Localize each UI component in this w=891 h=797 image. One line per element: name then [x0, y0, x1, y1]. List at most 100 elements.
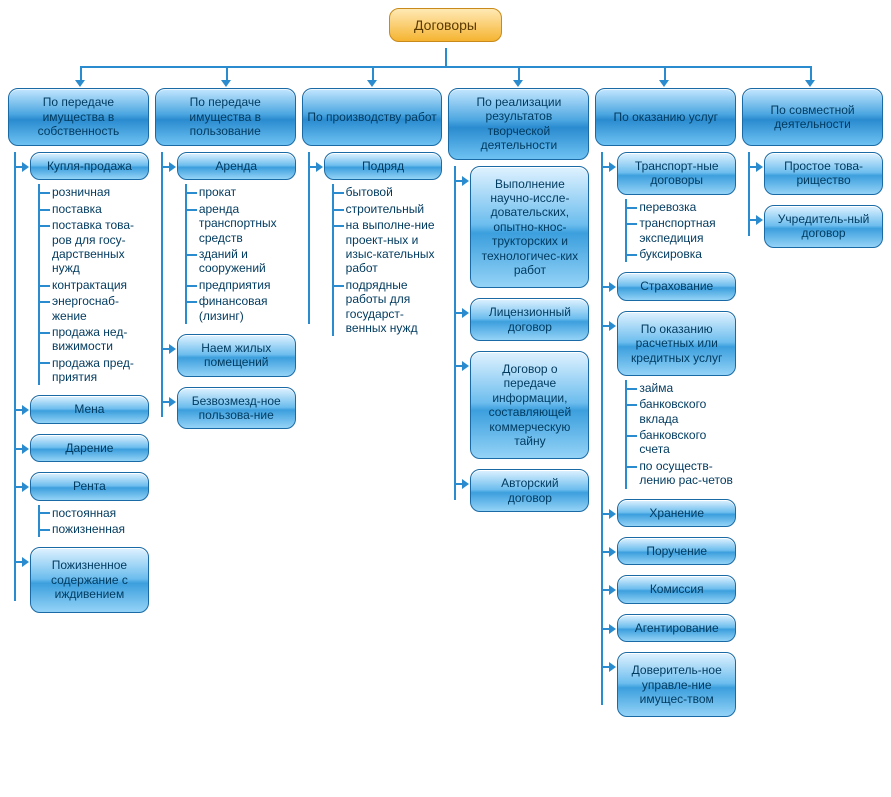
sub-item: подрядные работы для государст-венных ну… [334, 277, 443, 337]
child-entry: Аренда прокатаренда транспортных средствз… [155, 152, 296, 324]
child-node: Аренда [177, 152, 296, 180]
arrow-icon [609, 585, 616, 595]
arrow-icon [169, 397, 176, 407]
arrow-icon [609, 662, 616, 672]
child-node: Комиссия [617, 575, 736, 603]
child-node: По оказанию расчетных или кредитных услу… [617, 311, 736, 376]
child-track: Купля-продажа розничнаяпоставкапоставка т… [8, 152, 149, 613]
arrow-icon [22, 482, 29, 492]
child-track: Простое това-рищество Учредитель-ный дого… [742, 152, 883, 248]
category-node: По передаче имущества в пользование [155, 88, 296, 146]
category-node: По совместной деятельности [742, 88, 883, 146]
arrow-icon [609, 547, 616, 557]
category-node: По реализации результатов творческой дея… [448, 88, 589, 160]
child-entry: Дарение [8, 434, 149, 462]
sub-item-list: постояннаяпожизненная [38, 505, 149, 538]
sub-item: энергоснаб-жение [40, 293, 149, 324]
child-node: Страхование [617, 272, 736, 300]
sub-item: по осуществ-лению рас-четов [627, 458, 736, 489]
arrow-icon [22, 405, 29, 415]
arrow-icon [316, 162, 323, 172]
root-node: Договоры [389, 8, 502, 42]
child-entry: Агентирование [595, 614, 736, 642]
child-entry: Лицензионный договор [448, 298, 589, 341]
child-node: Агентирование [617, 614, 736, 642]
child-node: Выполнение научно-иссле-довательских, оп… [470, 166, 589, 289]
arrow-icon [22, 444, 29, 454]
sub-item-list: бытовойстроительныйна выполне-ние проект… [332, 184, 443, 336]
child-entry: Хранение [595, 499, 736, 527]
sub-item: поставка [40, 201, 149, 217]
category-node: По производству работ [302, 88, 443, 146]
child-node: Авторский договор [470, 469, 589, 512]
sub-item: контрактация [40, 277, 149, 293]
sub-item-list: займабанковского вкладабанковского счета… [625, 380, 736, 489]
sub-item: поставка това-ров для госу-дарственных н… [40, 217, 149, 277]
child-entry: Подрядбытовойстроительныйна выполне-ние … [302, 152, 443, 336]
category-column: По передаче имущества в собственность Куп… [8, 88, 149, 623]
arrow-icon [462, 479, 469, 489]
sub-item: банковского вклада [627, 396, 736, 427]
sub-item: бытовой [334, 184, 443, 200]
sub-item: на выполне-ние проект-ных и изыс-кательн… [334, 217, 443, 277]
child-entry: Учредитель-ный договор [742, 205, 883, 248]
child-entry: Пожизненное содержание с иждивением [8, 547, 149, 612]
child-node: Поручение [617, 537, 736, 565]
category-column: По производству работ Подрядбытовойстроит… [302, 88, 443, 346]
child-node: Договор о передаче информации, составляю… [470, 351, 589, 459]
arrow-icon [462, 308, 469, 318]
child-node: Рента [30, 472, 149, 500]
child-node: Простое това-рищество [764, 152, 883, 195]
sub-item: предприятия [187, 277, 296, 293]
sub-item: розничная [40, 184, 149, 200]
sub-item: постоянная [40, 505, 149, 521]
category-column: По реализации результатов творческой дея… [448, 88, 589, 522]
child-entry: Рента постояннаяпожизненная [8, 472, 149, 537]
child-node: Пожизненное содержание с иждивением [30, 547, 149, 612]
arrow-icon [609, 624, 616, 634]
sub-item: буксировка [627, 246, 736, 262]
sub-item-list: прокатаренда транспортных средствзданий … [185, 184, 296, 324]
child-entry: Купля-продажа розничнаяпоставкапоставка т… [8, 152, 149, 385]
arrow-icon [462, 176, 469, 186]
arrow-icon [609, 509, 616, 519]
arrow-icon [169, 162, 176, 172]
child-entry: Авторский договор [448, 469, 589, 512]
sub-item: транспортная экспедиция [627, 215, 736, 246]
child-entry: Выполнение научно-иссле-довательских, оп… [448, 166, 589, 289]
arrow-icon [22, 557, 29, 567]
arrow-icon [756, 215, 763, 225]
arrow-icon [22, 162, 29, 172]
sub-item: банковского счета [627, 427, 736, 458]
sub-item: продажа нед-вижимости [40, 324, 149, 355]
child-node: Безвозмезд-ное пользова-ние [177, 387, 296, 430]
child-track: Транспорт-ные договорыперевозкатранспорт… [595, 152, 736, 717]
child-node: Лицензионный договор [470, 298, 589, 341]
child-node: Учредитель-ный договор [764, 205, 883, 248]
child-node: Доверитель-ное управле-ние имущес-твом [617, 652, 736, 717]
sub-item: прокат [187, 184, 296, 200]
arrow-icon [609, 282, 616, 292]
sub-item: перевозка [627, 199, 736, 215]
arrow-icon [609, 321, 616, 331]
category-column: По оказанию услуг Транспорт-ные договорып… [595, 88, 736, 727]
category-node: По передаче имущества в собственность [8, 88, 149, 146]
sub-item: займа [627, 380, 736, 396]
child-entry: Транспорт-ные договорыперевозкатранспорт… [595, 152, 736, 262]
child-entry: Безвозмезд-ное пользова-ние [155, 387, 296, 430]
category-column: По передаче имущества в пользование Аренд… [155, 88, 296, 439]
child-entry: Поручение [595, 537, 736, 565]
sub-item: продажа пред-приятия [40, 355, 149, 386]
arrow-icon [462, 361, 469, 371]
child-node: Мена [30, 395, 149, 423]
sub-item: финансовая (лизинг) [187, 293, 296, 324]
sub-item-list: розничнаяпоставкапоставка това-ров для г… [38, 184, 149, 385]
category-node: По оказанию услуг [595, 88, 736, 146]
sub-item: зданий и сооружений [187, 246, 296, 277]
child-node: Купля-продажа [30, 152, 149, 180]
child-entry: Комиссия [595, 575, 736, 603]
child-entry: По оказанию расчетных или кредитных услу… [595, 311, 736, 489]
child-entry: Простое това-рищество [742, 152, 883, 195]
child-node: Дарение [30, 434, 149, 462]
child-entry: Договор о передаче информации, составляю… [448, 351, 589, 459]
